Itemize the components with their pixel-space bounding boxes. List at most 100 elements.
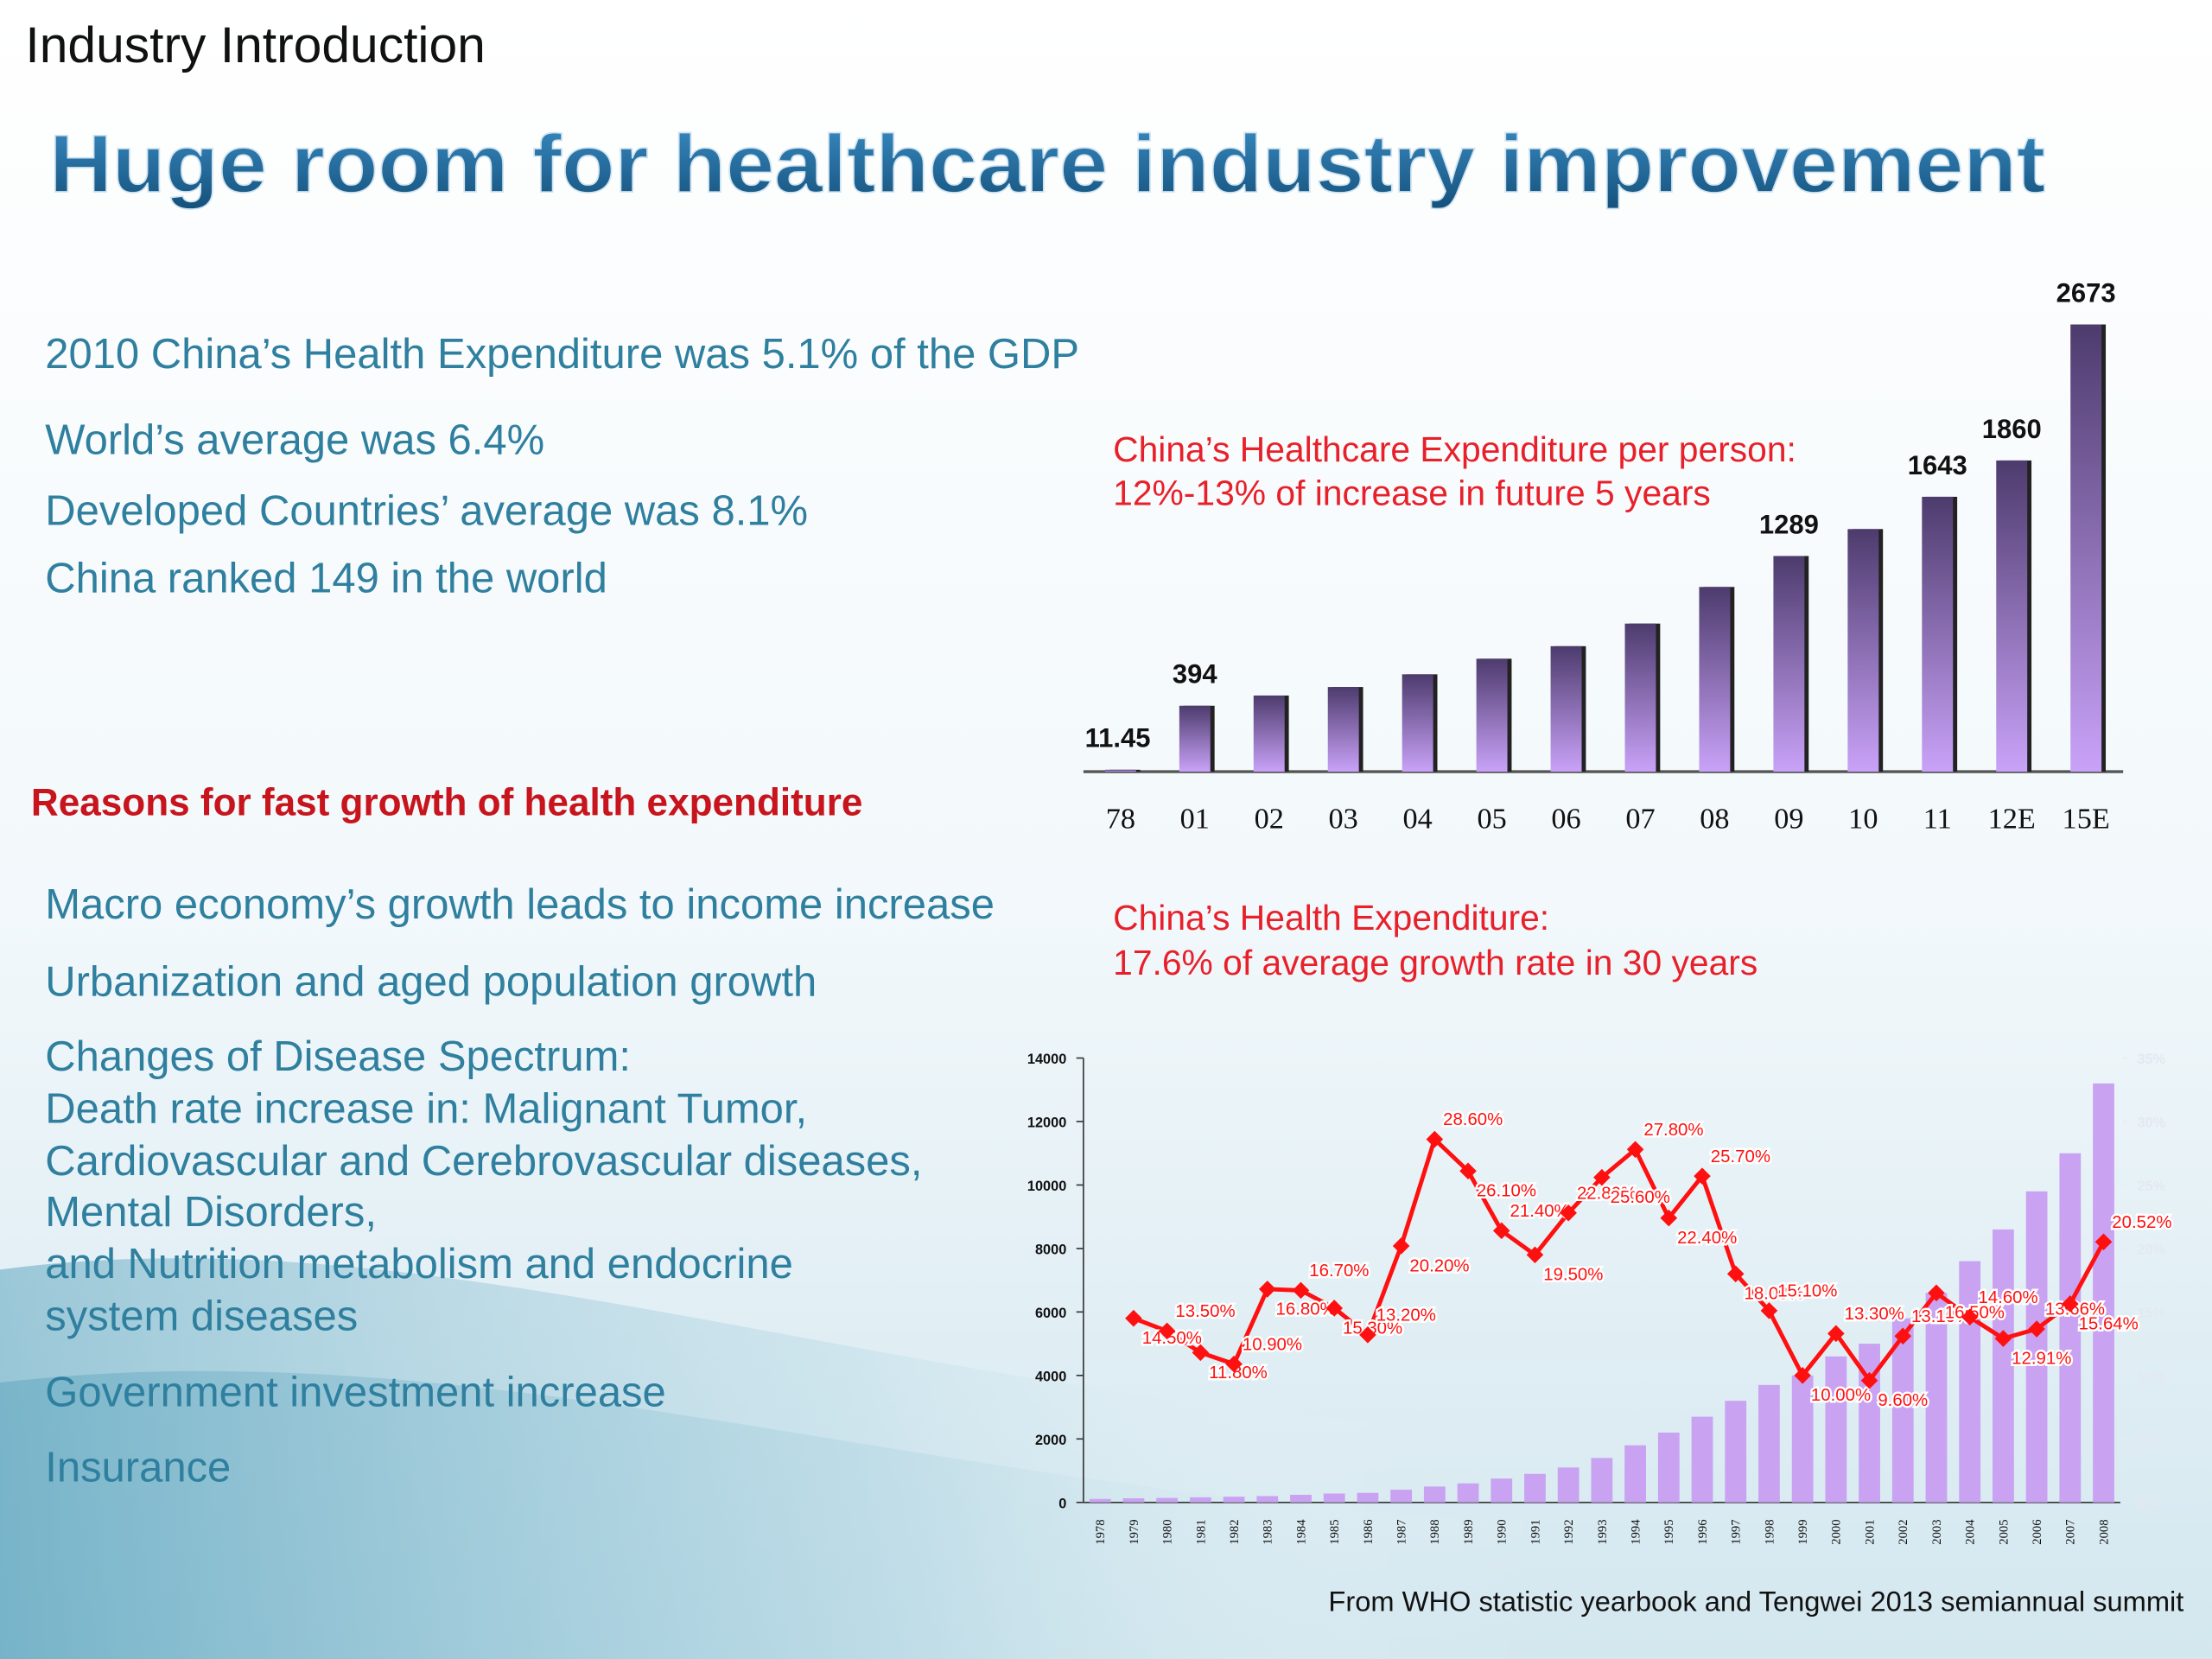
value-label: 22.80%: [1577, 1184, 1637, 1203]
bar: [1476, 658, 1508, 772]
value-label: 10.90%: [1243, 1335, 1302, 1354]
x-tick-label: 1996: [1696, 1519, 1710, 1544]
reason: Death rate increase in: Malignant Tumor,: [45, 1086, 807, 1133]
bar: [1256, 1496, 1279, 1503]
value-label: 28.60%: [1443, 1110, 1503, 1129]
stat: World’s average was 6.4%: [45, 417, 544, 464]
reason: Urbanization and aged population growth: [45, 959, 817, 1006]
point: [1860, 1371, 1878, 1389]
reason: system diseases: [45, 1294, 358, 1340]
value-label: 20.52%: [2112, 1213, 2171, 1232]
y-tick-label: 6000: [1035, 1306, 1066, 1321]
value-label: 15.10%: [1777, 1282, 1837, 1301]
x-tick-label: 1979: [1128, 1519, 1141, 1544]
value-label: 394: [1173, 659, 1217, 690]
stat: China ranked 149 in the world: [45, 556, 607, 602]
point: [2062, 1295, 2079, 1313]
value-label: 18.00%: [1745, 1285, 1804, 1304]
bar: [1253, 695, 1285, 772]
bar: [1959, 1261, 1981, 1503]
x-tick-label: 1986: [1362, 1519, 1376, 1544]
bar: [1725, 1401, 1747, 1503]
bar: [1104, 769, 1136, 772]
bar: [1624, 623, 1656, 772]
bar: [1825, 1356, 1847, 1503]
bar: [1122, 1497, 1145, 1503]
value-label: 10.00%: [1811, 1386, 1871, 1405]
x-tick-label: 78: [1106, 802, 1135, 835]
bar: [1491, 1478, 1513, 1503]
x-tick-label: 1984: [1294, 1519, 1308, 1545]
x-tick-label: 2000: [1830, 1519, 1844, 1544]
x-tick-label: 1982: [1228, 1519, 1242, 1544]
stat: 2010 China’s Health Expenditure was 5.1%…: [45, 331, 1079, 378]
bar: [2025, 1191, 2048, 1503]
reason: and Nutrition metabolism and endocrine: [45, 1241, 793, 1287]
chart-annotation: 17.6% of average growth rate in 30 years: [1113, 943, 1758, 982]
value-label: 25.60%: [1611, 1188, 1670, 1207]
value-label: 26.10%: [1477, 1182, 1536, 1201]
value-label: 1289: [1759, 509, 1819, 539]
y2-tick-label: 35%: [2137, 1052, 2165, 1067]
bar: [1657, 1432, 1680, 1503]
x-tick-label: 08: [1700, 802, 1729, 835]
value-label: 16.70%: [1309, 1262, 1369, 1281]
y-tick-label: 2000: [1035, 1433, 1066, 1448]
x-tick-label: 02: [1255, 802, 1284, 835]
y2-tick-label: 5%: [2137, 1433, 2158, 1448]
wave: [0, 1370, 1552, 1659]
x-tick-label: 2002: [1897, 1519, 1910, 1544]
bar: [1699, 587, 1731, 772]
bar: [1624, 1445, 1646, 1503]
bar: [1223, 1497, 1245, 1503]
value-label: 13.20%: [1376, 1306, 1436, 1325]
bar: [1189, 1497, 1211, 1503]
bar: [1591, 1458, 1613, 1503]
bar: [1357, 1492, 1379, 1503]
reason: Macro economy’s growth leads to income i…: [45, 881, 995, 928]
y-tick-label: 12000: [1027, 1115, 1066, 1130]
point: [1961, 1308, 1979, 1326]
x-tick-label: 06: [1551, 802, 1580, 835]
value-label: 9.60%: [1878, 1391, 1928, 1410]
bar: [1089, 1498, 1111, 1503]
x-tick-label: 2007: [2064, 1519, 2078, 1544]
x-tick-label: 1995: [1662, 1519, 1676, 1544]
y-tick-label: 0: [1058, 1496, 1066, 1511]
x-tick-label: 09: [1774, 802, 1803, 835]
y2-tick-label: 25%: [2137, 1179, 2165, 1194]
reason: Cardiovascular and Cerebrovascular disea…: [45, 1138, 922, 1185]
y-tick-label: 10000: [1027, 1179, 1066, 1194]
value-label: 16.80%: [1276, 1300, 1336, 1319]
y2-tick-label: 20%: [2137, 1242, 2165, 1257]
point: [1258, 1281, 1276, 1298]
point: [1928, 1284, 1945, 1302]
slide-title: Huge room for healthcare industry improv…: [49, 118, 2045, 210]
value-label: 13.30%: [1845, 1305, 1904, 1324]
bar: [1758, 1384, 1780, 1503]
reason: Insurance: [45, 1444, 231, 1491]
bar: [1290, 1494, 1312, 1503]
point: [1158, 1322, 1176, 1340]
x-tick-label: 1994: [1629, 1519, 1643, 1545]
value-label: 2673: [2056, 277, 2116, 308]
value-label: 19.50%: [1543, 1266, 1603, 1285]
x-tick-label: 2003: [1930, 1519, 1944, 1544]
x-tick-label: 2005: [1997, 1519, 2011, 1544]
x-tick-label: 1988: [1428, 1519, 1442, 1544]
bar: [1557, 1467, 1580, 1503]
x-tick-label: 1985: [1328, 1519, 1342, 1544]
bar: [1550, 645, 1582, 772]
bar: [1922, 496, 1954, 772]
point: [1492, 1222, 1510, 1240]
reason: Changes of Disease Spectrum:: [45, 1033, 631, 1080]
value-label: 21.40%: [1510, 1202, 1570, 1221]
chart-annotation: 12%-13% of increase in future 5 years: [1113, 473, 1711, 512]
value-label: 27.80%: [1643, 1121, 1703, 1140]
reason: Mental Disorders,: [45, 1189, 377, 1236]
value-label: 14.60%: [1978, 1288, 2037, 1307]
x-tick-label: 1992: [1562, 1519, 1576, 1544]
x-tick-label: 04: [1403, 802, 1433, 835]
x-tick-label: 03: [1329, 802, 1358, 835]
